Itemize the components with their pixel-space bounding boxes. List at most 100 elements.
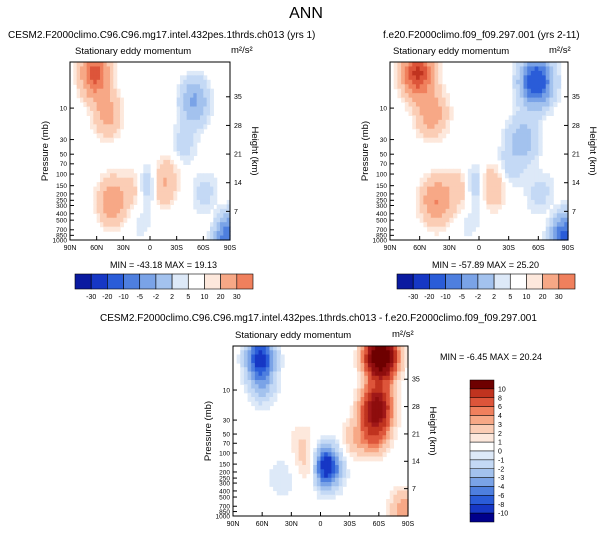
heatmap-cell — [123, 208, 128, 214]
heatmap-cell — [404, 499, 409, 504]
heatmap-cell — [367, 431, 373, 436]
heatmap-cell — [360, 443, 365, 449]
heatmap-cell — [375, 435, 380, 441]
heatmap-cell — [324, 452, 329, 458]
heatmap-cell — [220, 222, 224, 228]
heatmap-cell — [210, 88, 214, 94]
pressure-tick-label: 70 — [380, 161, 388, 168]
heatmap-cell — [482, 173, 488, 179]
heatmap-cell — [519, 173, 525, 179]
heatmap-cell — [190, 119, 194, 125]
heatmap-cell — [434, 177, 439, 183]
heatmap-cell — [287, 482, 292, 487]
heatmap-cell — [180, 97, 184, 103]
heatmap-cell — [423, 88, 428, 94]
heatmap-cell — [210, 195, 214, 201]
heatmap-cell — [393, 490, 398, 496]
heatmap-cell — [269, 482, 274, 487]
heatmap-cell — [375, 371, 380, 377]
heatmap-cell — [397, 409, 402, 415]
heatmap-cell — [93, 115, 98, 121]
heatmap-cell — [106, 88, 111, 94]
heatmap-cell — [490, 168, 495, 174]
heatmap-cell — [371, 448, 376, 453]
heatmap-cell — [527, 142, 532, 148]
heatmap-cell — [180, 88, 184, 94]
heatmap-cell — [269, 380, 274, 385]
colorbar-box — [469, 433, 495, 443]
heatmap-cell — [530, 110, 536, 116]
heatmap-cell — [262, 371, 267, 377]
heatmap-cell — [213, 231, 218, 237]
heatmap-cell — [110, 182, 114, 188]
heatmap-cell — [542, 199, 547, 205]
heatmap-cell — [430, 75, 436, 81]
heatmap-cell — [163, 159, 168, 165]
heatmap-cell — [412, 97, 417, 103]
heatmap-cell — [378, 435, 384, 441]
heatmap-cell — [545, 177, 551, 183]
heatmap-cell — [400, 371, 405, 377]
heatmap-cell — [190, 106, 194, 112]
heatmap-cell — [430, 119, 436, 125]
heatmap-cell — [76, 93, 81, 99]
heatmap-cell — [180, 119, 184, 125]
heatmap-cell — [90, 66, 94, 72]
heatmap-cell — [549, 186, 554, 192]
heatmap-cell — [280, 486, 285, 492]
heatmap-cell — [166, 191, 171, 197]
heatmap-cell — [530, 93, 536, 99]
heatmap-cell — [508, 151, 513, 157]
heatmap-cell — [90, 88, 94, 94]
heatmap-cell — [196, 128, 201, 134]
heatmap-cell — [76, 70, 81, 76]
heatmap-cell — [160, 164, 164, 170]
heatmap-cell — [140, 182, 144, 188]
heatmap-cell — [342, 435, 347, 441]
heatmap-cell — [193, 142, 198, 148]
heatmap-cell — [523, 182, 528, 188]
heatmap-cell — [126, 173, 131, 179]
heatmap-cell — [160, 168, 164, 174]
heatmap-cell — [504, 146, 510, 152]
heatmap-cell — [305, 465, 311, 470]
heatmap-cell — [96, 213, 101, 219]
heatmap-cell — [106, 222, 111, 228]
heatmap-cell — [176, 119, 181, 125]
heatmap-cell — [356, 435, 362, 441]
heatmap-cell — [519, 70, 525, 76]
heatmap-cell — [180, 151, 184, 157]
heatmap-cell — [262, 354, 267, 360]
panel-1-colorbar: -30 -20 -10 -5 -2 2 5 10 20 30 — [74, 273, 254, 301]
heatmap-cell — [203, 79, 208, 85]
heatmap-cell — [545, 106, 551, 112]
heatmap-cell — [196, 182, 201, 188]
heatmap-cell — [523, 155, 528, 161]
heatmap-cell — [186, 115, 191, 121]
heatmap-cell — [360, 388, 365, 394]
heatmap-cell — [534, 195, 539, 201]
heatmap-cell — [116, 110, 121, 116]
heatmap-cell — [331, 448, 336, 453]
colorbar-label: 30 — [233, 294, 241, 301]
heatmap-cell — [346, 422, 351, 428]
heatmap-cell — [389, 511, 395, 517]
heatmap-cell — [553, 204, 558, 210]
heatmap-cell — [166, 199, 171, 205]
heatmap-cell — [360, 375, 365, 381]
heatmap-cell — [200, 128, 204, 134]
heatmap-cell — [512, 177, 517, 183]
heatmap-cell — [497, 182, 502, 188]
heatmap-cell — [173, 128, 178, 134]
heatmap-cell — [400, 494, 405, 500]
pressure-tick-label: 200 — [56, 191, 67, 198]
heatmap-cell — [490, 182, 495, 188]
heatmap-cell — [364, 422, 369, 428]
heatmap-cell — [371, 439, 376, 445]
heatmap-cell — [276, 477, 281, 483]
heatmap-cell — [183, 84, 188, 90]
heatmap-cell — [400, 511, 405, 517]
heatmap-cell — [316, 439, 322, 445]
heatmap-cell — [203, 124, 208, 130]
heatmap-cell — [364, 456, 369, 462]
